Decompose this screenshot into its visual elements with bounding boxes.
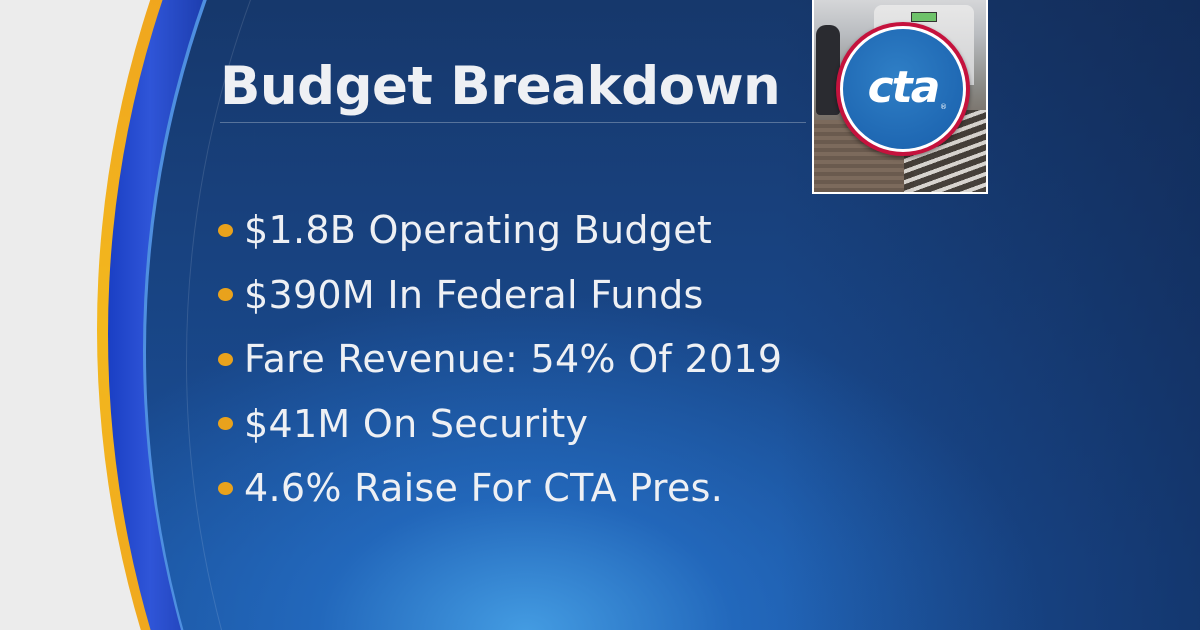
bullet-item: Fare Revenue: 54% Of 2019 bbox=[218, 327, 782, 392]
cta-logo-text: cta bbox=[867, 61, 941, 113]
graphic-title: Budget Breakdown bbox=[220, 56, 781, 117]
bullet-dot-icon bbox=[218, 352, 233, 366]
cta-logo-image: cta ® bbox=[812, 0, 988, 194]
bullet-text: $390M In Federal Funds bbox=[244, 272, 704, 317]
bullet-dot-icon bbox=[218, 481, 233, 495]
train-destination-sign bbox=[911, 12, 937, 22]
bullet-dot-icon bbox=[218, 223, 233, 237]
bullet-text: 4.6% Raise For CTA Pres. bbox=[244, 466, 724, 511]
bullet-text: Fare Revenue: 54% Of 2019 bbox=[244, 337, 783, 382]
budget-bullet-list: $1.8B Operating Budget $390M In Federal … bbox=[218, 198, 782, 521]
bullet-item: $1.8B Operating Budget bbox=[218, 198, 782, 263]
bullet-dot-icon bbox=[218, 288, 233, 302]
bullet-item: $41M On Security bbox=[218, 392, 782, 457]
bullet-text: $1.8B Operating Budget bbox=[244, 208, 713, 253]
bullet-text: $41M On Security bbox=[244, 401, 589, 446]
registered-mark: ® bbox=[940, 103, 947, 111]
bullet-dot-icon bbox=[218, 417, 233, 431]
title-divider bbox=[220, 122, 806, 123]
bullet-item: 4.6% Raise For CTA Pres. bbox=[218, 456, 782, 521]
cta-logo-badge: cta ® bbox=[836, 22, 970, 156]
bullet-item: $390M In Federal Funds bbox=[218, 263, 782, 328]
